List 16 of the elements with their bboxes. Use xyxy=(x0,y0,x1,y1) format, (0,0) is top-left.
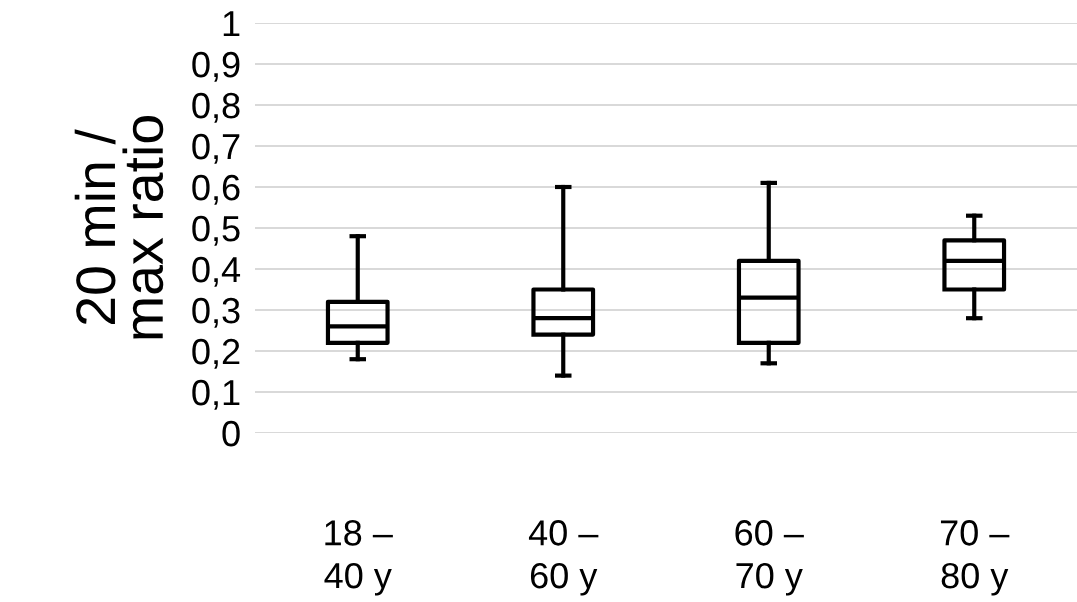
y-tick-label: 0,2 xyxy=(192,338,240,369)
y-tick-label: 1 xyxy=(223,11,240,37)
y-tick-label: 0,3 xyxy=(192,297,240,328)
x-tick-label: 70 – 80 y xyxy=(940,520,1010,596)
x-tick-label: 40 – 60 y xyxy=(528,520,599,596)
x-tick-label: 60 – 70 y xyxy=(735,520,804,596)
y-tick-label: 0,7 xyxy=(192,133,240,164)
y-tick-label: 0,8 xyxy=(192,92,240,123)
y-tick-label: 0 xyxy=(222,420,240,447)
y-tick-label: 0,9 xyxy=(192,51,240,82)
y-tick-label: 0,6 xyxy=(192,174,240,205)
y-tick-label: 0,4 xyxy=(192,256,241,287)
y-tick-label: 0,5 xyxy=(192,215,240,246)
y-axis-title: 20 min / max ratio xyxy=(74,116,164,339)
x-tick-label: 18 – 40 y xyxy=(324,520,393,596)
y-tick-label: 0,1 xyxy=(192,379,240,410)
